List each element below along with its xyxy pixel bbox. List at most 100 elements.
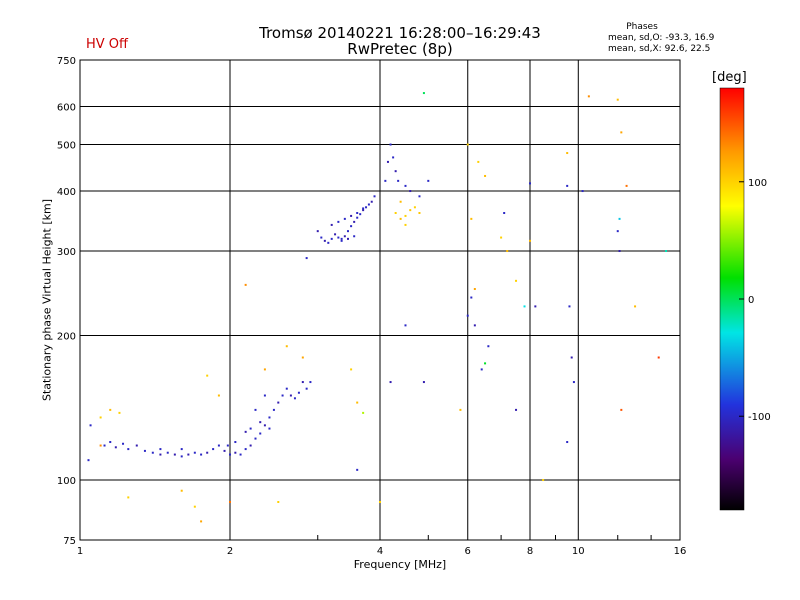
data-point: [356, 401, 359, 404]
data-point: [409, 190, 412, 193]
y-tick-label: 750: [57, 56, 76, 67]
phases-o-stats: mean, sd,O: -93.3, 16.9: [608, 33, 715, 43]
data-point: [362, 207, 365, 210]
data-point: [180, 455, 183, 458]
data-point: [180, 448, 183, 451]
data-point: [523, 305, 526, 308]
data-point: [534, 305, 537, 308]
data-point: [263, 368, 266, 371]
data-point: [109, 408, 112, 411]
data-point: [187, 453, 190, 456]
data-point: [362, 411, 365, 414]
data-point: [362, 209, 365, 212]
data-point: [404, 324, 407, 327]
data-point: [99, 444, 102, 447]
data-point: [200, 520, 203, 523]
data-point: [480, 368, 483, 371]
data-point: [151, 451, 154, 454]
data-point: [394, 212, 397, 215]
data-point: [217, 394, 220, 397]
x-tick-label: 2: [227, 546, 233, 557]
data-point: [239, 453, 242, 456]
data-point: [301, 356, 304, 359]
data-point: [173, 453, 176, 456]
data-point: [506, 250, 509, 253]
data-point: [309, 381, 312, 384]
data-point: [397, 179, 400, 182]
data-point: [634, 305, 637, 308]
y-tick-label: 600: [57, 103, 76, 114]
data-point: [566, 152, 569, 155]
data-point: [657, 356, 660, 359]
data-point: [399, 217, 402, 220]
data-point: [566, 441, 569, 444]
data-point: [337, 220, 340, 223]
data-point: [263, 424, 266, 427]
data-point: [529, 239, 531, 242]
data-point: [327, 241, 330, 244]
chart-subtitle: RwPretec (8p): [347, 40, 453, 58]
data-point: [350, 368, 353, 371]
data-point: [249, 444, 252, 447]
data-point: [365, 206, 368, 209]
data-point: [473, 288, 476, 291]
data-point: [118, 411, 121, 414]
data-point: [356, 468, 359, 471]
y-tick-label: 100: [57, 476, 76, 487]
data-point: [542, 479, 545, 482]
data-point: [293, 397, 296, 400]
data-point: [515, 408, 518, 411]
data-point: [217, 444, 220, 447]
data-point: [259, 432, 262, 435]
data-point: [244, 448, 247, 451]
data-point: [159, 453, 162, 456]
data-point: [305, 257, 308, 260]
data-point: [281, 394, 284, 397]
status-label: HV Off: [86, 37, 128, 52]
y-tick-label: 75: [63, 536, 76, 547]
data-point: [122, 442, 125, 445]
data-point: [334, 233, 337, 236]
colorbar-ticks: 100 0 -100: [739, 178, 771, 423]
colorbar-tick-label: -100: [748, 412, 771, 423]
data-point: [503, 212, 506, 215]
data-point: [389, 143, 392, 146]
data-point: [353, 235, 356, 238]
x-tick-label: 1: [77, 546, 83, 557]
data-point: [343, 217, 346, 220]
data-point: [180, 489, 183, 492]
axis-ticks: 1 2 4 6 8 10 16 75 100 200 300 400 500 600 750: [57, 56, 686, 557]
data-point: [370, 200, 373, 203]
data-point: [356, 216, 359, 219]
data-point: [487, 345, 490, 348]
data-point: [346, 237, 349, 240]
chart-title: Tromsø 20140221 16:28:00–16:29:43: [259, 24, 541, 42]
data-point: [268, 416, 271, 419]
data-point: [566, 184, 569, 187]
data-point: [254, 437, 257, 440]
colorbar-label: [deg]: [712, 70, 747, 85]
data-point: [404, 184, 407, 187]
data-point: [268, 427, 271, 430]
data-point: [200, 453, 203, 456]
x-tick-label: 16: [674, 546, 687, 557]
y-tick-label: 400: [57, 187, 76, 198]
data-point: [330, 223, 333, 226]
data-point: [404, 223, 407, 226]
data-point: [109, 441, 112, 444]
data-point: [515, 279, 518, 282]
data-point: [226, 444, 229, 447]
data-point: [234, 451, 237, 454]
data-point: [127, 448, 130, 451]
data-point: [409, 209, 412, 212]
data-point: [212, 448, 215, 451]
data-point: [350, 214, 353, 217]
data-point: [159, 448, 162, 451]
data-point: [193, 451, 196, 454]
x-axis-label: Frequency [MHz]: [353, 558, 447, 571]
data-point: [466, 314, 469, 317]
data-point: [103, 444, 106, 447]
data-point: [340, 237, 343, 240]
data-point: [234, 441, 237, 444]
